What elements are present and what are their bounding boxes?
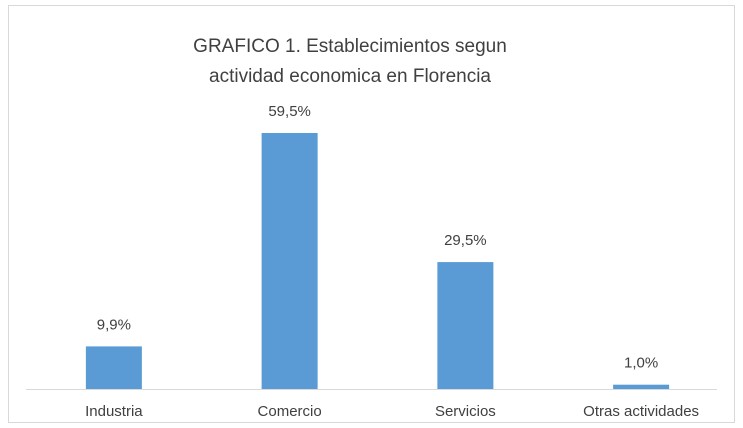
x-tick-label: Comercio [258,403,322,420]
bar [613,384,670,389]
x-tick-label: Otras actividades [583,403,699,420]
chart-title: GRAFICO 1. Establecimientos segun activi… [193,36,507,87]
data-label: 1,0% [624,355,658,372]
data-label: 9,9% [97,316,131,333]
data-label: 29,5% [444,232,487,249]
data-label: 59,5% [268,103,311,120]
bar [437,262,494,389]
x-tick-label: Industria [85,403,143,420]
x-tick-label: Servicios [435,403,496,420]
bar [85,346,142,389]
bar [261,133,318,389]
